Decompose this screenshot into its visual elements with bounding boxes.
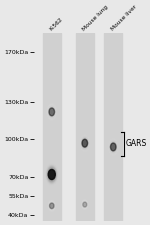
Ellipse shape <box>80 135 89 151</box>
Ellipse shape <box>111 143 116 151</box>
Ellipse shape <box>46 165 57 184</box>
Ellipse shape <box>82 200 88 209</box>
Ellipse shape <box>46 164 58 185</box>
Ellipse shape <box>49 107 55 117</box>
Ellipse shape <box>49 108 55 116</box>
Ellipse shape <box>81 136 89 151</box>
Ellipse shape <box>47 104 56 120</box>
Ellipse shape <box>48 105 56 119</box>
Ellipse shape <box>47 166 57 183</box>
Text: Mouse liver: Mouse liver <box>110 4 137 32</box>
Ellipse shape <box>110 141 117 153</box>
Ellipse shape <box>48 200 55 211</box>
Ellipse shape <box>49 202 54 209</box>
Ellipse shape <box>109 139 118 155</box>
Ellipse shape <box>47 167 56 182</box>
Ellipse shape <box>82 139 88 147</box>
Ellipse shape <box>48 105 56 119</box>
Ellipse shape <box>49 201 55 211</box>
Text: GARS: GARS <box>126 139 147 148</box>
Ellipse shape <box>83 202 87 207</box>
Ellipse shape <box>48 168 56 181</box>
Ellipse shape <box>49 202 55 210</box>
Ellipse shape <box>50 203 54 209</box>
Ellipse shape <box>82 138 88 149</box>
Ellipse shape <box>45 163 58 186</box>
Ellipse shape <box>82 200 88 209</box>
Text: Mouse lung: Mouse lung <box>81 4 109 32</box>
Ellipse shape <box>48 106 55 118</box>
Ellipse shape <box>110 142 116 152</box>
Ellipse shape <box>48 200 56 212</box>
Bar <box>76 33 94 221</box>
Ellipse shape <box>110 140 117 154</box>
Text: K-562: K-562 <box>48 16 63 32</box>
Ellipse shape <box>83 201 87 208</box>
Ellipse shape <box>81 137 89 150</box>
Bar <box>104 33 122 221</box>
Ellipse shape <box>81 137 88 149</box>
Ellipse shape <box>48 169 55 180</box>
Ellipse shape <box>109 140 117 154</box>
Bar <box>43 33 61 221</box>
Ellipse shape <box>82 201 87 208</box>
